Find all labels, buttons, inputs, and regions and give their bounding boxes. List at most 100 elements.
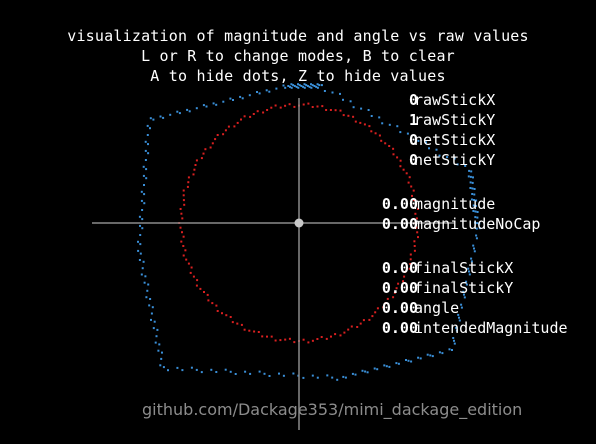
raw-dot	[364, 370, 367, 373]
raw-dot	[407, 359, 410, 362]
raw-dot	[467, 267, 470, 270]
magnitude-dot	[190, 266, 193, 269]
raw-dot	[303, 83, 306, 86]
magnitude-dot	[374, 311, 377, 314]
raw-dot	[464, 164, 467, 167]
raw-dot	[409, 138, 412, 141]
magnitude-dot	[330, 335, 332, 338]
raw-dot	[143, 281, 146, 284]
readout-value: 0.00	[381, 299, 418, 317]
raw-dot	[287, 85, 290, 87]
raw-dot	[258, 92, 261, 95]
raw-dot	[468, 273, 471, 276]
raw-dot	[311, 374, 314, 377]
raw-dot	[149, 298, 152, 300]
raw-dot	[152, 118, 155, 121]
magnitude-dot	[184, 249, 187, 252]
magnitude-dot	[202, 152, 205, 155]
raw-dot	[139, 243, 142, 246]
magnitude-dot	[343, 331, 346, 334]
raw-dot	[342, 375, 345, 378]
raw-dot	[249, 372, 252, 375]
magnitude-dot	[352, 115, 355, 118]
raw-dot	[399, 131, 402, 134]
magnitude-dot	[192, 275, 195, 278]
magnitude-dot	[414, 212, 417, 215]
magnitude-dot	[243, 328, 246, 331]
magnitude-dot	[347, 328, 350, 331]
raw-dot	[147, 143, 149, 146]
magnitude-dot	[350, 325, 353, 328]
raw-dot	[406, 132, 409, 135]
magnitude-dot	[179, 226, 182, 229]
raw-dot	[441, 352, 444, 355]
magnitude-dot	[382, 306, 385, 309]
raw-dot	[474, 205, 477, 207]
raw-dot	[473, 193, 476, 196]
magnitude-dot	[334, 109, 337, 112]
raw-dot	[147, 152, 150, 155]
magnitude-dot	[393, 291, 396, 294]
raw-dot	[239, 95, 242, 98]
raw-dot	[150, 318, 152, 321]
raw-dot	[352, 106, 355, 109]
magnitude-dot	[371, 315, 374, 318]
magnitude-dot	[359, 322, 362, 325]
magnitude-dot	[233, 125, 236, 128]
magnitude-dot	[416, 231, 419, 234]
raw-dot	[268, 375, 271, 377]
raw-dot	[419, 357, 422, 360]
magnitude-dot	[187, 176, 190, 179]
magnitude-dot	[185, 258, 188, 261]
raw-value-dots	[137, 83, 481, 381]
raw-dot	[290, 86, 293, 89]
raw-dot	[195, 107, 198, 110]
raw-dot	[302, 376, 305, 379]
raw-dot	[146, 124, 149, 127]
raw-dot	[471, 181, 474, 184]
raw-dot	[342, 98, 344, 101]
raw-dot	[143, 202, 146, 205]
magnitude-dot	[415, 217, 418, 220]
raw-dot	[426, 353, 429, 356]
magnitude-dot	[392, 153, 395, 156]
raw-dot	[318, 84, 321, 87]
magnitude-dot	[270, 335, 273, 338]
raw-dot	[344, 376, 347, 379]
readout-angle: 0.00 angle	[330, 298, 596, 318]
readout-value: 0.00	[381, 195, 418, 213]
magnitude-dot	[402, 168, 405, 171]
raw-dot	[472, 210, 475, 212]
magnitude-dot	[405, 172, 408, 175]
magnitude-dot	[320, 336, 323, 338]
raw-dot	[156, 328, 159, 331]
magnitude-dot	[415, 203, 418, 206]
readout-final-stick-y: 0.00 finalStickY	[330, 278, 596, 298]
raw-dot	[302, 85, 305, 88]
raw-dot	[234, 373, 237, 375]
raw-dot	[476, 222, 479, 225]
raw-dot	[146, 134, 149, 136]
magnitude-dot	[368, 125, 371, 128]
magnitude-dot	[409, 258, 412, 261]
raw-dot	[241, 97, 244, 100]
magnitude-dot	[316, 105, 319, 108]
raw-dot	[303, 86, 306, 89]
raw-dot	[460, 306, 463, 309]
raw-dot	[470, 198, 473, 201]
raw-dot	[378, 116, 381, 119]
magnitude-dot	[279, 339, 282, 342]
raw-dot	[315, 85, 318, 88]
raw-dot	[229, 97, 232, 100]
raw-dot	[472, 204, 475, 207]
raw-dot	[232, 99, 234, 101]
magnitude-dot	[214, 138, 217, 141]
magnitude-dot	[362, 319, 365, 322]
raw-dot	[316, 83, 319, 86]
raw-dot	[215, 371, 218, 373]
magnitude-dot	[199, 287, 202, 290]
raw-dot	[215, 103, 218, 106]
readout-value: 0.00	[381, 279, 418, 297]
magnitude-dot	[404, 270, 407, 273]
